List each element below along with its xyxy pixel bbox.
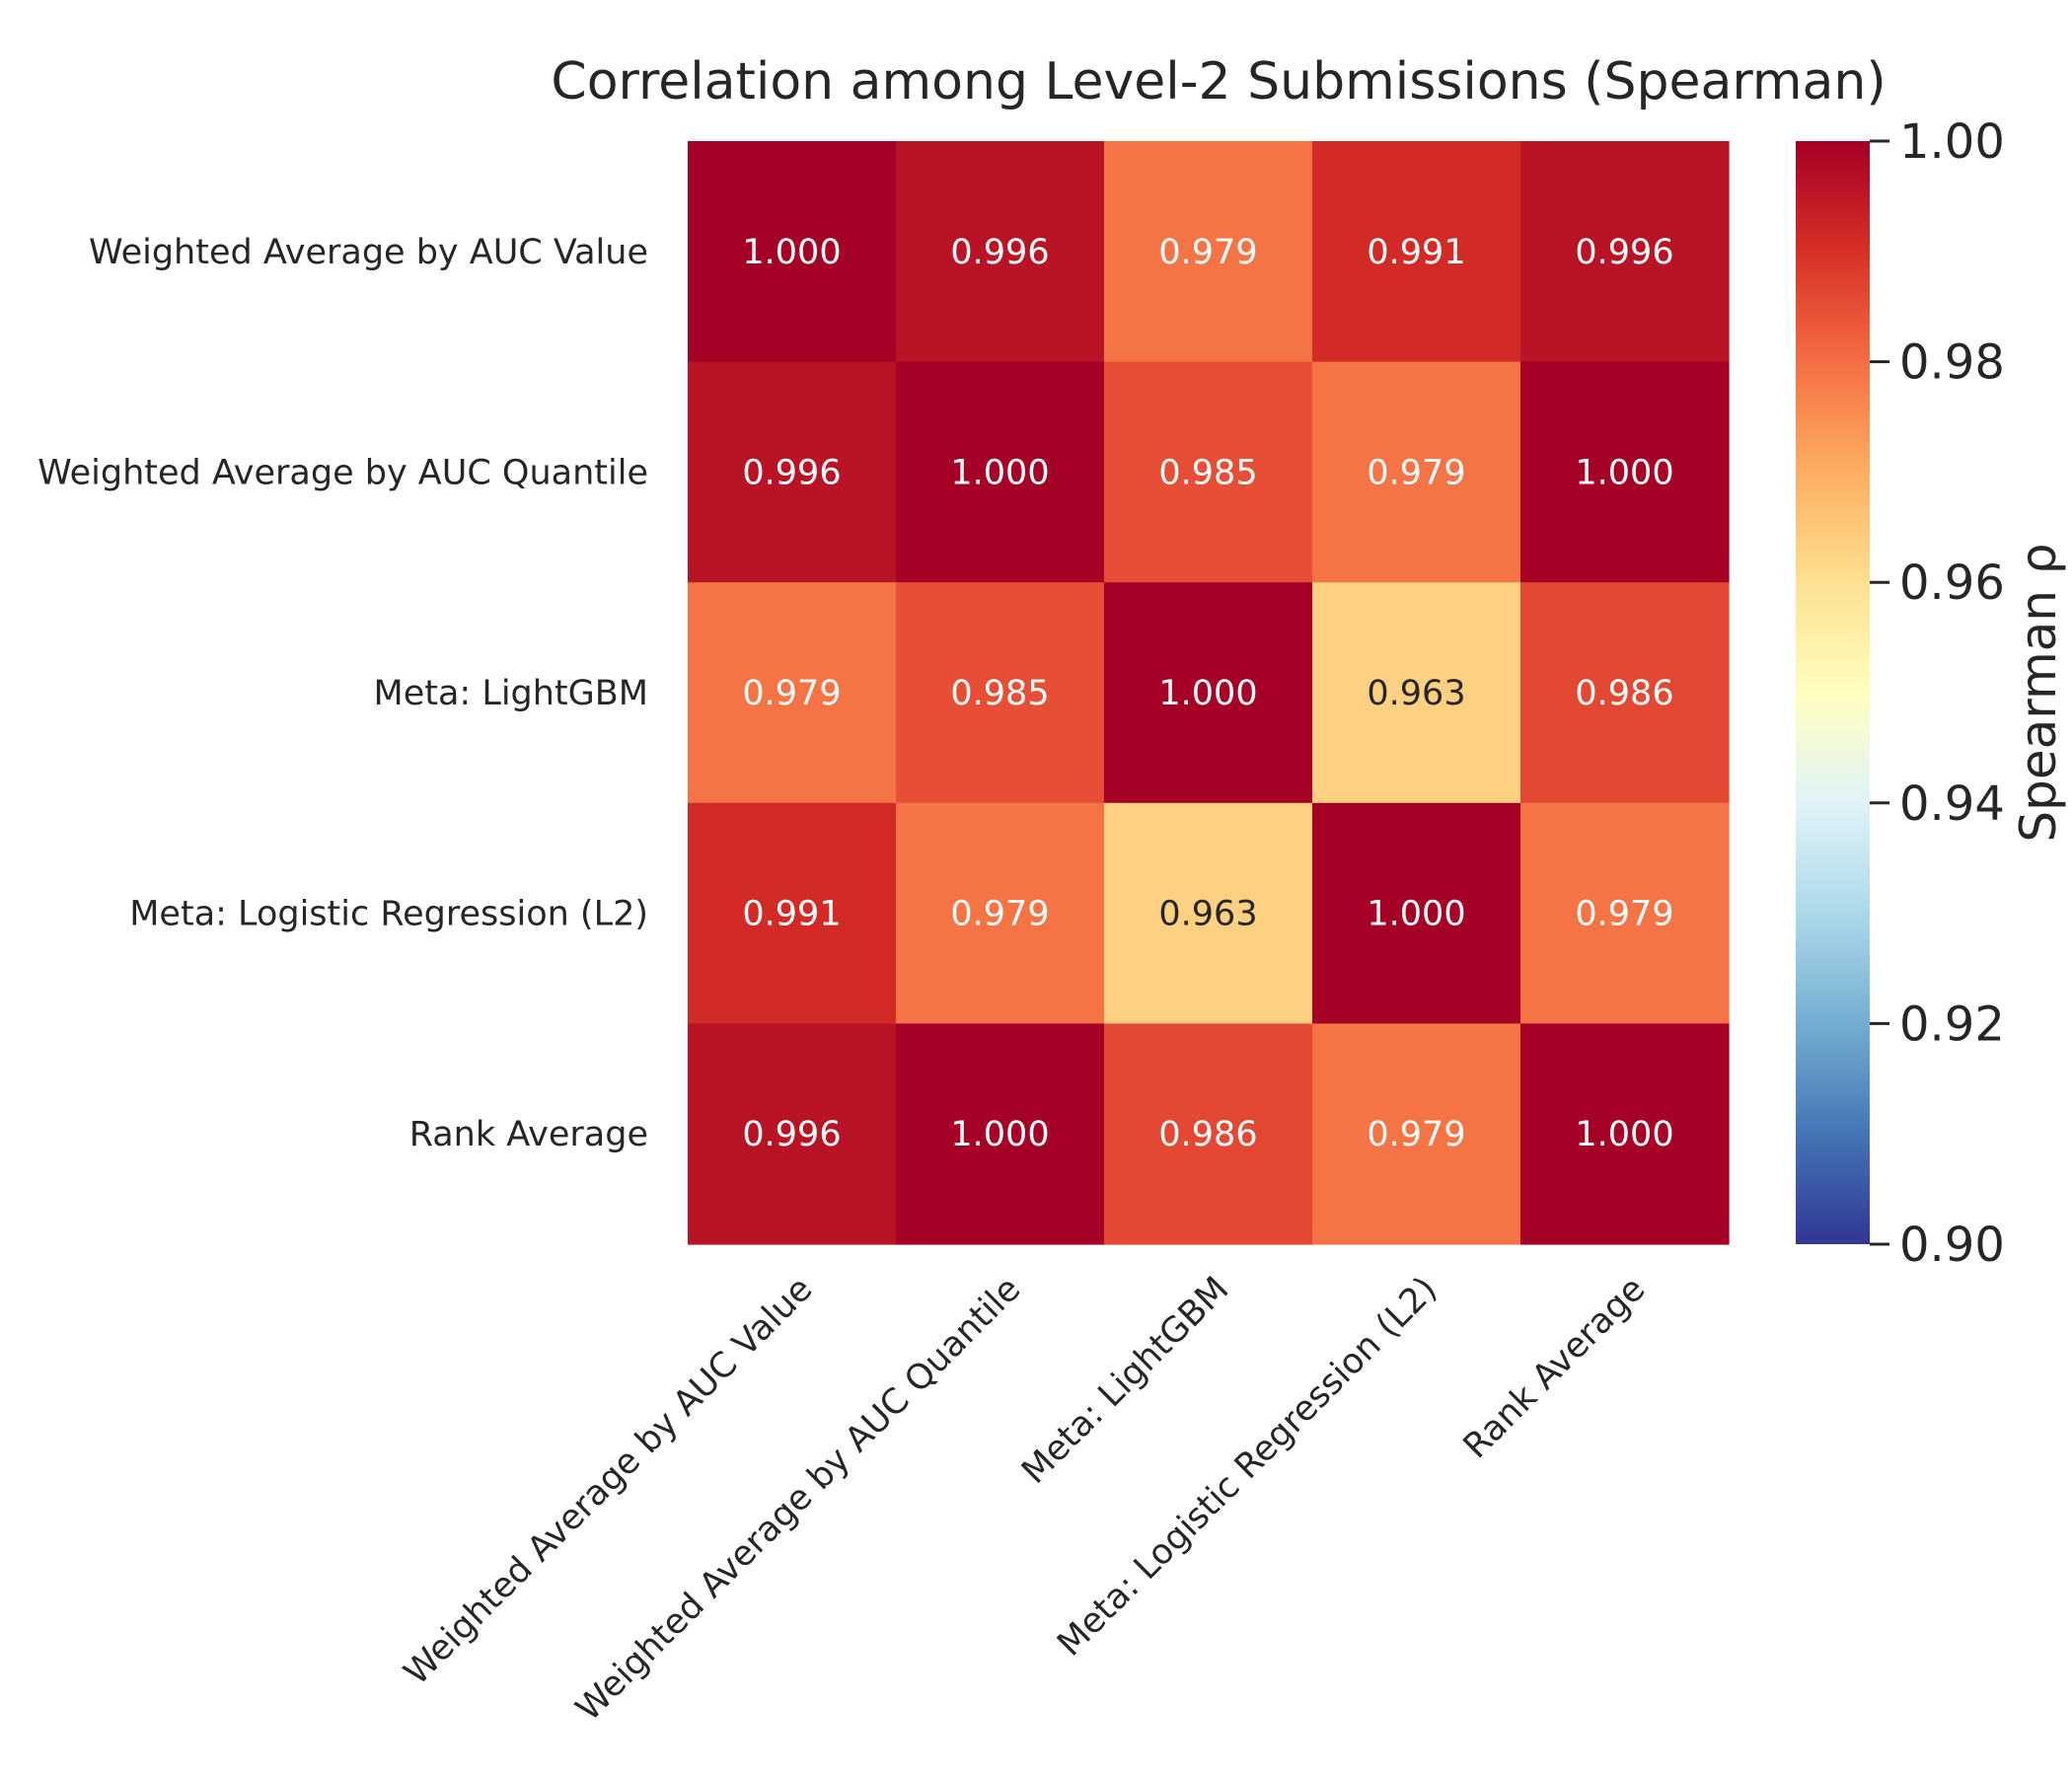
cell-value-label: 0.963 [1158,895,1257,934]
colorbar-tick-label: 0.98 [1899,335,2005,391]
colorbar-label: Spearman ρ [2010,543,2067,842]
heatmap-cell [896,361,1105,583]
row-tick-label: Weighted Average by AUC Value [89,233,648,272]
cell-value-label: 1.000 [742,233,841,272]
cell-value-label: 1.000 [1367,895,1465,934]
row-tick-label: Weighted Average by AUC Quantile [37,453,648,492]
heatmap-cell [1104,1023,1313,1245]
row-tick-label: Meta: Logistic Regression (L2) [129,895,648,934]
cell-value-label: 0.963 [1367,674,1465,713]
cell-value-label: 0.979 [742,674,841,713]
cell-value-label: 0.985 [1158,453,1257,492]
cell-value-label: 0.979 [1575,895,1673,934]
heatmap-cell [1104,361,1313,583]
heatmap-cell [1520,141,1730,363]
heatmap-cell [1312,361,1521,583]
row-labels: Weighted Average by AUC Value Weighted Av… [37,233,648,1154]
colorbar-tick-label: 0.96 [1899,555,2005,611]
colorbar-tick-label: 0.92 [1899,997,2005,1052]
cell-value-label: 1.000 [1575,1115,1673,1154]
cell-value-label: 0.986 [1575,674,1673,713]
cell-value-label: 0.979 [950,895,1049,934]
heatmap-cell [1520,582,1730,804]
cell-value-label: 0.991 [1367,233,1465,272]
column-tick-label: Weighted Average by AUC Value [397,1270,820,1693]
heatmap-cell [896,141,1105,363]
heatmap-cell [1520,802,1730,1024]
cell-value-label: 0.979 [1367,453,1465,492]
heatmap-cell [1104,802,1313,1024]
row-tick-label: Meta: LightGBM [374,674,649,713]
cell-value-label: 0.996 [742,1115,841,1154]
heatmap-cell [1312,141,1521,363]
colorbar-gradient [1796,141,1870,1244]
cell-value-label: 0.979 [1158,233,1257,272]
heatmap-cell [896,802,1105,1024]
column-tick-label: Meta: Logistic Regression (L2) [1050,1270,1444,1665]
cell-value-label: 1.000 [950,453,1049,492]
cell-value-label: 0.996 [950,233,1049,272]
cell-value-label: 1.000 [1575,453,1673,492]
heatmap-cell [688,1023,897,1245]
heatmap-cell [896,582,1105,804]
heatmap-cells: 1.000 0.996 0.979 0.991 0.996 0.996 1.000 0.985… [688,141,1730,1245]
heatmap-cell [1104,582,1313,804]
cell-value-label: 0.991 [742,895,841,934]
cell-value-label: 1.000 [950,1115,1049,1154]
colorbar-tick-label: 1.00 [1899,114,2005,170]
cell-value-label: 0.979 [1367,1115,1465,1154]
colorbar: 0.90 0.92 0.94 0.96 0.98 1.00 Spearman ρ [1796,114,2067,1273]
heatmap-cell [1520,1023,1730,1245]
heatmap-cell [688,802,897,1024]
column-tick-label: Weighted Average by AUC Quantile [568,1270,1028,1730]
cell-value-label: 0.996 [1575,233,1673,272]
heatmap-cell [688,361,897,583]
cell-value-label: 0.996 [742,453,841,492]
heatmap-cell [688,582,897,804]
colorbar-ticks: 0.90 0.92 0.94 0.96 0.98 1.00 [1870,114,2005,1273]
column-tick-label: Meta: LightGBM [1014,1270,1236,1492]
heatmap-cell [1520,361,1730,583]
colorbar-tick-label: 0.94 [1899,777,2005,832]
heatmap-cell [896,1023,1105,1245]
heatmap-cell [1312,802,1521,1024]
row-tick-label: Rank Average [409,1115,648,1154]
colorbar-tick-label: 0.90 [1899,1218,2005,1273]
column-tick-label: Rank Average [1456,1270,1654,1467]
cell-value-label: 0.986 [1158,1115,1257,1154]
heatmap-cell [1312,582,1521,804]
cell-value-label: 1.000 [1158,674,1257,713]
chart-title: Correlation among Level-2 Submissions (S… [551,52,1886,111]
heatmap-cell [1312,1023,1521,1245]
heatmap-cell [688,141,897,363]
heatmap-cell [1104,141,1313,363]
cell-value-label: 0.985 [950,674,1049,713]
